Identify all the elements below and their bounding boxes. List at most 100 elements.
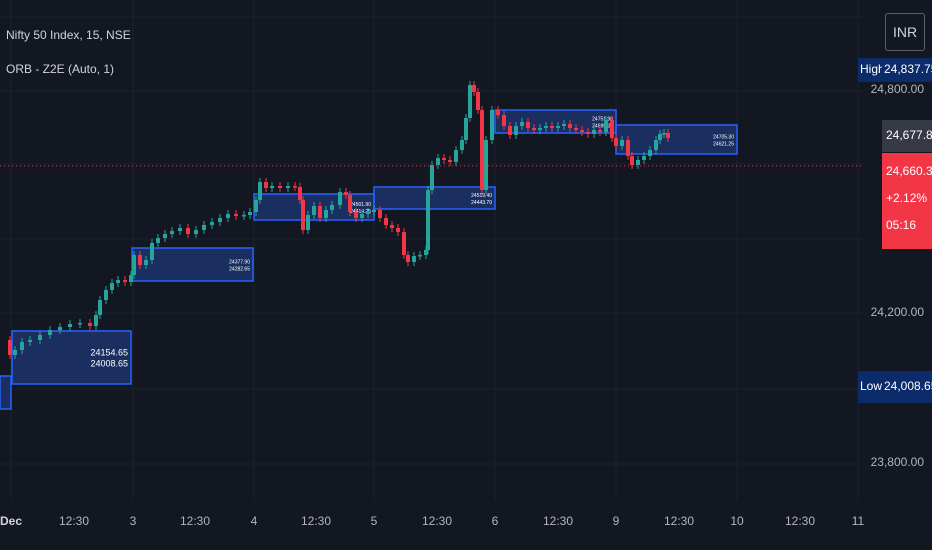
time-tick: 12:30 [663, 514, 695, 528]
time-tick: 11 [851, 514, 865, 528]
price-tick: 24,800.00 [870, 82, 924, 96]
candle-body [658, 134, 662, 140]
candle-body [88, 323, 92, 326]
candle-body [586, 132, 590, 134]
candle-body [8, 340, 12, 355]
candle-body [234, 214, 238, 216]
candle-body [630, 156, 634, 165]
candle-body [610, 120, 614, 138]
candle-body [520, 122, 524, 126]
candle-body [202, 225, 206, 230]
time-tick: 4 [250, 514, 258, 528]
candle-body [490, 110, 494, 140]
candle-body [390, 225, 394, 228]
candle-body [242, 215, 246, 217]
candle-body [538, 128, 542, 130]
candle-body [258, 182, 262, 200]
candle-body [178, 228, 182, 231]
candle-body [430, 165, 434, 190]
time-tick: 12:30 [542, 514, 574, 528]
time-tick: 12:30 [58, 514, 90, 528]
candle-body [20, 342, 24, 350]
candle-body [98, 300, 102, 315]
candle-body [226, 214, 230, 218]
opening-range-box [615, 124, 738, 155]
time-tick: 12:30 [179, 514, 211, 528]
candle-body [436, 158, 440, 165]
candle-body [666, 133, 670, 138]
candle-body [580, 130, 584, 132]
candle-body [526, 122, 530, 128]
candle-body [94, 315, 98, 326]
bar-countdown: 05:16 [886, 218, 917, 232]
candle-body [460, 140, 464, 150]
candle-body [286, 186, 290, 188]
symbol-title[interactable]: Nifty 50 Index, 15, NSE [6, 28, 131, 42]
candle-body [138, 255, 142, 265]
candle-body [574, 128, 578, 130]
candle-body [476, 92, 480, 110]
candle-body [348, 195, 352, 212]
range-low-label: 24695.30 [592, 124, 613, 130]
time-tick: 6 [491, 514, 499, 528]
low-tag-label: Low [858, 371, 882, 403]
candle-body [68, 324, 72, 327]
time-tick: 9 [612, 514, 620, 528]
candle-body [372, 210, 376, 212]
candle-body [550, 126, 554, 128]
last-price-value: 24,660.30 [886, 164, 932, 178]
candle-body [330, 205, 334, 210]
time-tick: 10 [730, 514, 744, 528]
candle-body [496, 110, 500, 115]
time-tick: 12:30 [300, 514, 332, 528]
candle-body [448, 160, 452, 162]
candle-body [318, 206, 322, 218]
time-tick: 12:30 [784, 514, 816, 528]
low-tag-value: 24,008.65 [882, 371, 932, 403]
candle-body [384, 218, 388, 225]
candle-body [144, 260, 148, 265]
high-tag-value: 24,837.75 [882, 58, 932, 82]
candle-body [150, 243, 154, 260]
candle-body [78, 323, 82, 325]
candle-body [514, 126, 518, 135]
candle-body [648, 150, 652, 156]
candle-body [264, 182, 268, 188]
candle-body [344, 192, 348, 195]
candle-body [562, 124, 566, 126]
candle-body [378, 210, 382, 218]
candle-body [662, 133, 666, 135]
candle-body [412, 256, 416, 262]
candle-body [642, 156, 646, 160]
candle-body [210, 222, 214, 225]
range-low-label: 24621.25 [713, 142, 734, 148]
prev-value-tag: 24,677.80 [882, 120, 932, 152]
price-tick: 24,200.00 [870, 305, 924, 319]
last-price-change: +2.12% [886, 191, 928, 205]
candle-body [484, 140, 488, 190]
indicator-title[interactable]: ORB - Z2E (Auto, 1) [6, 62, 115, 76]
candle-body [598, 130, 602, 132]
range-high-label: 24751.90 [592, 117, 613, 123]
candle-body [620, 140, 624, 146]
time-tick: 3 [129, 514, 137, 528]
candle-body [338, 192, 342, 205]
candle-body [366, 212, 370, 214]
candle-body [426, 190, 430, 250]
candle-body [129, 275, 133, 282]
candle-body [218, 218, 222, 222]
candle-body [324, 210, 328, 218]
candle-body [636, 160, 640, 165]
candle-body [104, 290, 108, 300]
candle-body [464, 118, 468, 140]
candle-body [544, 126, 548, 128]
range-high-label: 24154.65 [90, 348, 128, 358]
currency-button[interactable]: INR [885, 13, 925, 51]
candle-body [293, 186, 297, 188]
candle-body [186, 228, 190, 234]
candle-body [170, 231, 174, 234]
range-high-label: 24519.40 [471, 193, 492, 199]
candle-body [48, 330, 52, 335]
